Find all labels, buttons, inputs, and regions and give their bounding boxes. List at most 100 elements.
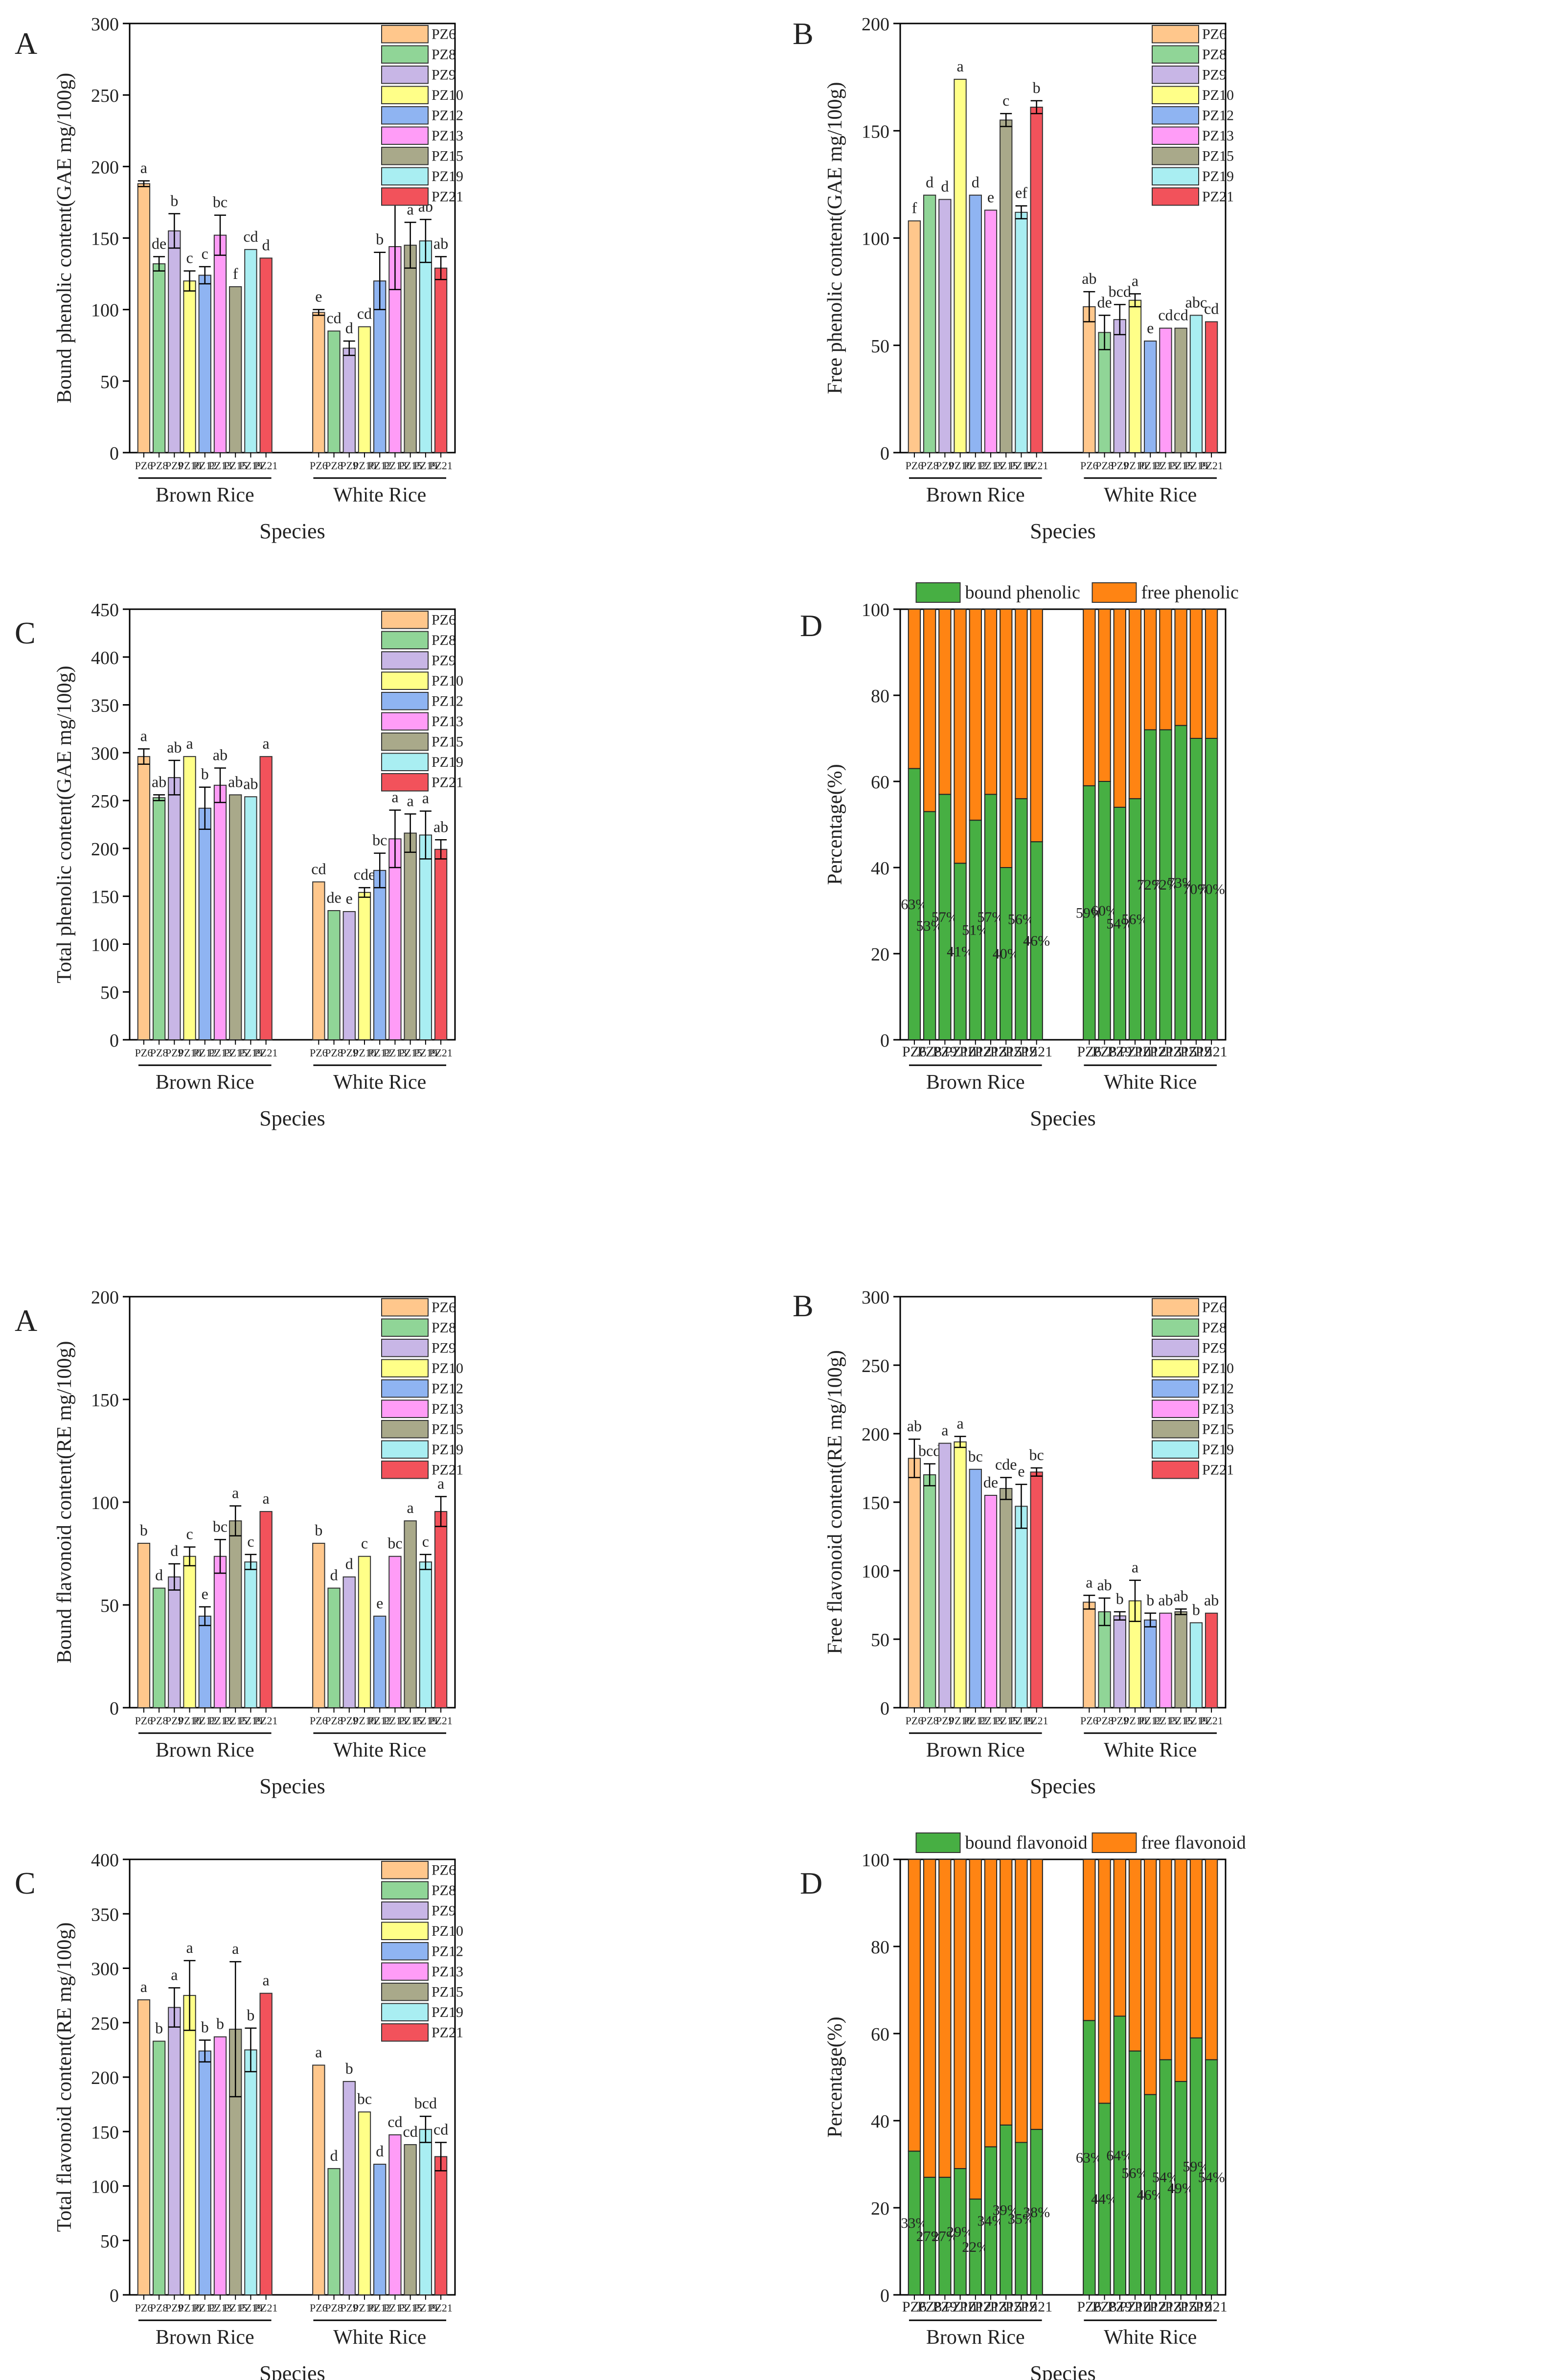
x-tick-label: PZ6 xyxy=(902,2299,927,2315)
bar-PZ9 xyxy=(342,911,356,1040)
chart-flavonoid-free: 0 50 100 150 200 250 300 Free flavonoid content… xyxy=(793,1287,1234,1798)
bar-free-PZ12 xyxy=(1144,1859,1157,2095)
significance-letter: ab xyxy=(228,773,243,790)
x-tick-label: PZ10 xyxy=(949,1715,972,1727)
bar-PZ12 xyxy=(969,1468,982,1709)
x-tick-label: PZ13 xyxy=(208,1047,232,1059)
bar-PZ6 xyxy=(312,881,325,1041)
bar-PZ9 xyxy=(1113,1615,1126,1708)
bar-free-PZ9 xyxy=(1113,609,1126,808)
significance-letter: a xyxy=(232,1940,239,1957)
x-tick-label: PZ8 xyxy=(1092,1044,1117,1060)
bar-bound-PZ6 xyxy=(1083,2020,1096,2295)
x-tick-label: PZ10 xyxy=(353,2302,376,2314)
x-tick-label: PZ15 xyxy=(994,459,1018,472)
y-tick-label: 100 xyxy=(862,229,889,250)
legend-label: PZ21 xyxy=(1202,189,1234,205)
chart-phenolic-pct: 020406080100Percentage(%)D63%PZ653%PZ857… xyxy=(800,582,1239,1130)
x-tick-label: PZ13 xyxy=(1154,459,1178,472)
legend-label: PZ15 xyxy=(432,1421,463,1438)
significance-letter: b xyxy=(1192,1601,1200,1618)
bar-bound-PZ12 xyxy=(969,2198,982,2296)
significance-letter: b xyxy=(140,1521,148,1539)
x-tick-label: PZ19 xyxy=(414,1047,437,1059)
bar-PZ12 xyxy=(373,870,387,1041)
legend-swatch-PZ13 xyxy=(381,712,429,731)
significance-letter: b xyxy=(1033,79,1041,96)
legend-swatch-PZ6 xyxy=(381,1861,429,1879)
legend-swatch-PZ15 xyxy=(381,732,429,751)
y-tick-label: 50 xyxy=(100,1596,119,1616)
legend-swatch-PZ19 xyxy=(381,753,429,771)
bar-free-PZ6 xyxy=(1083,1859,1096,2021)
y-tick-label: 0 xyxy=(110,2286,119,2306)
bar-PZ6 xyxy=(908,220,921,453)
significance-letter: de xyxy=(326,889,341,906)
significance-letter: ab xyxy=(167,738,182,756)
bar-PZ8 xyxy=(152,1587,166,1709)
x-tick-label: PZ10 xyxy=(178,1047,202,1059)
bar-PZ13 xyxy=(388,1556,402,1709)
x-tick-label: PZ19 xyxy=(1180,1044,1212,1060)
bar-PZ13 xyxy=(984,1495,998,1708)
y-tick-label: 150 xyxy=(91,229,119,250)
legend-swatch-PZ13 xyxy=(1152,126,1199,145)
y-tick-label: 100 xyxy=(91,300,119,321)
legend-swatch-PZ9 xyxy=(1152,1339,1199,1357)
x-tick-label: PZ9 xyxy=(165,1715,183,1727)
group-label: Brown Rice xyxy=(926,2326,1025,2349)
bar-bound-PZ8 xyxy=(923,811,936,1040)
panel-letter: C xyxy=(15,1866,36,1900)
significance-letter: cd xyxy=(433,2121,448,2138)
x-tick-label: PZ19 xyxy=(1010,1715,1033,1727)
bar-free-PZ15 xyxy=(1000,1859,1013,2126)
x-tick-label: PZ12 xyxy=(368,2302,391,2314)
x-tick-label: PZ12 xyxy=(193,459,217,472)
x-tick-label: PZ8 xyxy=(325,459,343,472)
x-tick-label: PZ13 xyxy=(975,1044,1006,1060)
bar-free-PZ21 xyxy=(1030,1859,1043,2130)
y-axis-title: Bound phenolic content(GAE mg/100g) xyxy=(53,73,76,403)
y-tick-label: 0 xyxy=(110,1698,119,1719)
y-tick-label: 60 xyxy=(871,2024,889,2045)
y-axis-title: Percentage(%) xyxy=(824,2016,846,2137)
bar-bound-PZ15 xyxy=(1000,867,1013,1040)
x-tick-label: PZ12 xyxy=(959,2299,991,2315)
legend-label: PZ13 xyxy=(432,1401,463,1417)
legend-label: PZ13 xyxy=(432,713,463,730)
x-tick-label: PZ15 xyxy=(1169,1715,1193,1727)
legend-swatch-PZ12 xyxy=(381,1379,429,1398)
y-tick-label: 400 xyxy=(91,648,119,668)
legend-label: PZ6 xyxy=(432,1862,456,1878)
chart-flavonoid-bound: 0 50 100 150 200 Bound flavonoid content(RE m… xyxy=(15,1287,463,1798)
significance-letter: b xyxy=(247,2006,254,2024)
group-label: White Rice xyxy=(1104,484,1197,506)
y-tick-label: 300 xyxy=(91,1959,119,1980)
significance-letter: bc xyxy=(213,193,228,211)
bar-PZ19 xyxy=(419,240,432,453)
y-tick-label: 200 xyxy=(862,1424,889,1445)
x-tick-label: PZ9 xyxy=(340,1047,358,1059)
y-tick-label: 0 xyxy=(880,2286,889,2306)
x-tick-label: PZ13 xyxy=(979,1715,1002,1727)
x-axis-title: Species xyxy=(1030,1774,1095,1798)
x-tick-label: PZ9 xyxy=(165,1047,183,1059)
bar-bound-PZ8 xyxy=(1098,781,1111,1040)
significance-letter: cd xyxy=(326,309,341,327)
bar-PZ19 xyxy=(419,1561,432,1709)
legend-label: PZ10 xyxy=(432,1923,463,1939)
x-tick-label: PZ21 xyxy=(254,1047,278,1059)
legend-swatch-PZ21 xyxy=(1152,187,1199,206)
y-tick-label: 0 xyxy=(880,1030,889,1051)
x-tick-label: PZ12 xyxy=(1138,459,1162,472)
bar-PZ6 xyxy=(908,1458,921,1708)
plot-frame xyxy=(899,608,1227,1041)
x-tick-label: PZ10 xyxy=(949,459,972,472)
significance-letter: a xyxy=(263,1971,270,1989)
bar-PZ21 xyxy=(434,267,448,453)
bar-free-PZ8 xyxy=(1098,1859,1111,2104)
bar-PZ6 xyxy=(137,1999,151,2295)
bar-PZ15 xyxy=(1174,327,1187,453)
legend-swatch-PZ6 xyxy=(381,25,429,44)
